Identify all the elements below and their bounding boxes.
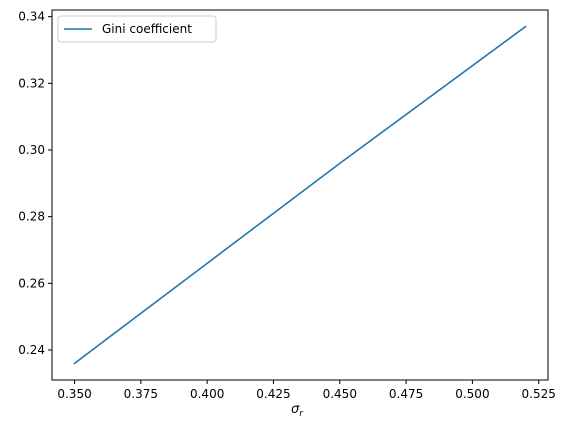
x-tick-label: 0.350 (57, 387, 91, 401)
y-tick-label: 0.34 (18, 10, 45, 24)
x-axis-ticks: 0.350 0.375 0.400 0.425 0.450 0.475 0.500 0.525 (57, 380, 556, 401)
x-tick-label: 0.425 (256, 387, 290, 401)
legend: Gini coefficient (58, 16, 216, 42)
legend-label: Gini coefficient (102, 22, 192, 36)
x-tick-label: 0.525 (522, 387, 556, 401)
x-tick-label: 0.450 (323, 387, 357, 401)
x-tick-label: 0.475 (389, 387, 423, 401)
x-axis-label-subscript: r (299, 409, 304, 419)
y-tick-label: 0.24 (18, 343, 45, 357)
x-tick-label: 0.400 (190, 387, 224, 401)
x-tick-label: 0.375 (124, 387, 158, 401)
y-tick-label: 0.30 (18, 143, 45, 157)
x-tick-label: 0.500 (455, 387, 489, 401)
y-axis-ticks: 0.24 0.26 0.28 0.30 0.32 0.34 (18, 10, 52, 357)
y-tick-label: 0.26 (18, 276, 45, 290)
x-axis-label: σr (291, 402, 304, 419)
y-tick-label: 0.28 (18, 210, 45, 224)
y-tick-label: 0.32 (18, 76, 45, 90)
